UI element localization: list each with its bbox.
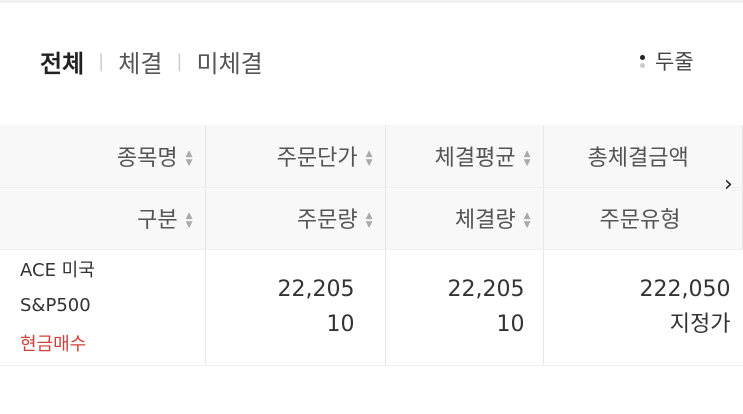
sort-header-type[interactable]: 구분 ▲ ▼ — [0, 187, 206, 250]
tab-unfilled[interactable]: 미체결 — [196, 50, 263, 78]
total-amount: 222,050 — [639, 277, 731, 302]
sort-header-total-amount[interactable]: 총체결금액 — [543, 125, 743, 188]
amount-cell: 222,050 지정가 — [543, 249, 743, 366]
table-row[interactable]: ACE 미국S&P500 현금매수 22,205 10 22,205 10 222,… — [0, 249, 743, 366]
view-toggle-label: 두줄 — [655, 50, 694, 74]
sort-header-avg-price[interactable]: 체결평균 ▲ ▼ — [385, 125, 544, 188]
sort-icon: ▲ ▼ — [185, 148, 193, 168]
chevron-right-icon[interactable]: › — [724, 172, 733, 197]
sort-header-order-type[interactable]: 주문유형 — [543, 187, 743, 250]
sort-header-order-price[interactable]: 주문단가 ▲ ▼ — [205, 125, 386, 188]
header-label: 종목명 — [116, 145, 178, 171]
sort-icon: ▲ ▼ — [365, 148, 373, 168]
two-line-toggle[interactable]: 두줄 — [640, 46, 694, 76]
sort-icon: ▲ ▼ — [523, 211, 531, 230]
sort-icon: ▲ ▼ — [185, 211, 193, 230]
header-label: 체결평균 — [434, 145, 516, 171]
stock-name: ACE 미국S&P500 — [20, 259, 95, 316]
header-label: 총체결금액 — [587, 145, 689, 171]
sort-header-filled-qty[interactable]: 체결량 ▲ ▼ — [385, 187, 544, 250]
stock-cell: ACE 미국S&P500 현금매수 — [0, 249, 206, 366]
header-row-2: 구분 ▲ ▼ 주문량 ▲ ▼ 체결량 ▲ ▼ 주문유형 — [0, 187, 743, 250]
header-label: 주문량 — [296, 208, 358, 233]
top-divider — [0, 0, 743, 3]
tab-all[interactable]: 전체 — [40, 50, 85, 78]
two-line-dots-icon — [640, 54, 645, 68]
sort-icon: ▲ ▼ — [523, 148, 531, 168]
avg-price: 22,205 — [447, 277, 525, 302]
filter-tabs: 전체 | 체결 | 미체결 — [40, 44, 263, 79]
order-side: 현금매수 — [20, 333, 87, 355]
sort-header-order-qty[interactable]: 주문량 ▲ ▼ — [205, 187, 386, 250]
sort-header-name[interactable]: 종목명 ▲ ▼ — [0, 125, 206, 188]
filled-cell: 22,205 10 — [385, 249, 544, 366]
header-label: 체결량 — [454, 208, 516, 233]
order-table: 종목명 ▲ ▼ 주문단가 ▲ ▼ 체결평균 ▲ ▼ 총체결금액 구분 ▲ ▼ 주문량 ▲ ▼ 체결량… — [0, 125, 743, 366]
order-qty: 10 — [326, 312, 355, 337]
header-label: 구분 — [137, 208, 178, 233]
header-label: 주문유형 — [599, 208, 681, 233]
filled-qty: 10 — [496, 312, 525, 337]
header-label: 주문단가 — [276, 145, 358, 171]
sort-icon: ▲ ▼ — [365, 211, 373, 230]
order-cell: 22,205 10 — [205, 249, 386, 366]
tab-separator: | — [176, 51, 183, 72]
tab-separator: | — [98, 51, 105, 72]
header-row-1: 종목명 ▲ ▼ 주문단가 ▲ ▼ 체결평균 ▲ ▼ 총체결금액 — [0, 125, 743, 188]
tab-filled[interactable]: 체결 — [118, 50, 163, 78]
order-type: 지정가 — [669, 312, 731, 337]
order-price: 22,205 — [277, 277, 355, 302]
